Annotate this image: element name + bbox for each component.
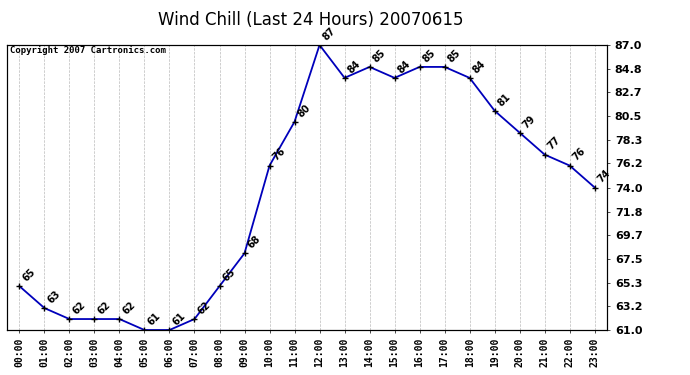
Text: 61: 61 xyxy=(171,310,188,327)
Text: 84: 84 xyxy=(396,58,413,75)
Text: 62: 62 xyxy=(121,300,137,316)
Text: 85: 85 xyxy=(446,48,463,64)
Text: 76: 76 xyxy=(271,146,288,163)
Text: 84: 84 xyxy=(471,58,488,75)
Text: 80: 80 xyxy=(296,102,313,119)
Text: 87: 87 xyxy=(321,26,337,42)
Text: 62: 62 xyxy=(71,300,88,316)
Text: 61: 61 xyxy=(146,310,162,327)
Text: 77: 77 xyxy=(546,135,562,152)
Text: 62: 62 xyxy=(196,300,213,316)
Text: 65: 65 xyxy=(21,267,37,284)
Text: 63: 63 xyxy=(46,289,62,305)
Text: 76: 76 xyxy=(571,146,588,163)
Text: 74: 74 xyxy=(596,168,613,185)
Text: 84: 84 xyxy=(346,58,363,75)
Text: 62: 62 xyxy=(96,300,112,316)
Text: Copyright 2007 Cartronics.com: Copyright 2007 Cartronics.com xyxy=(10,46,166,56)
Text: 79: 79 xyxy=(521,113,538,130)
Text: 81: 81 xyxy=(496,91,513,108)
Text: Wind Chill (Last 24 Hours) 20070615: Wind Chill (Last 24 Hours) 20070615 xyxy=(158,11,463,29)
Text: 85: 85 xyxy=(421,48,437,64)
Text: 85: 85 xyxy=(371,48,388,64)
Text: 65: 65 xyxy=(221,267,237,284)
Text: 68: 68 xyxy=(246,234,263,250)
